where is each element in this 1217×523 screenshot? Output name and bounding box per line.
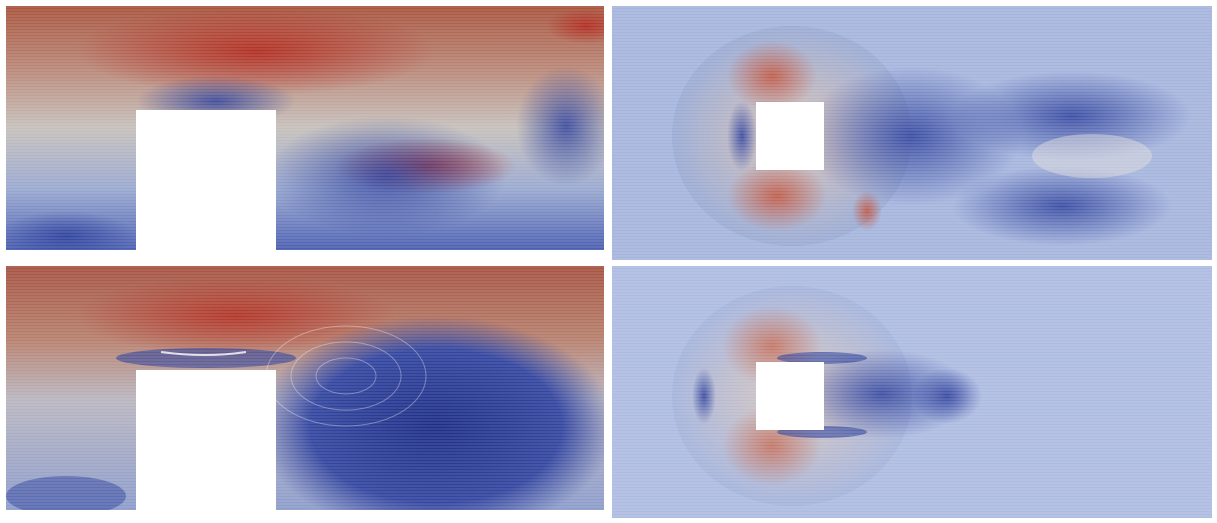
lic-image-step-mean [6,266,604,510]
lic-image-step-instantaneous [6,6,604,250]
panel-step-instantaneous [6,6,604,250]
square-obstacle [756,362,824,430]
square-obstacle [756,102,824,170]
panel-step-mean [6,266,604,510]
lic-image-square-mean [612,266,1212,518]
step-obstacle [136,370,276,510]
panel-square-mean [612,266,1212,518]
lic-image-square-instantaneous [612,6,1212,260]
panel-square-instantaneous [612,6,1212,260]
step-obstacle [136,110,276,250]
